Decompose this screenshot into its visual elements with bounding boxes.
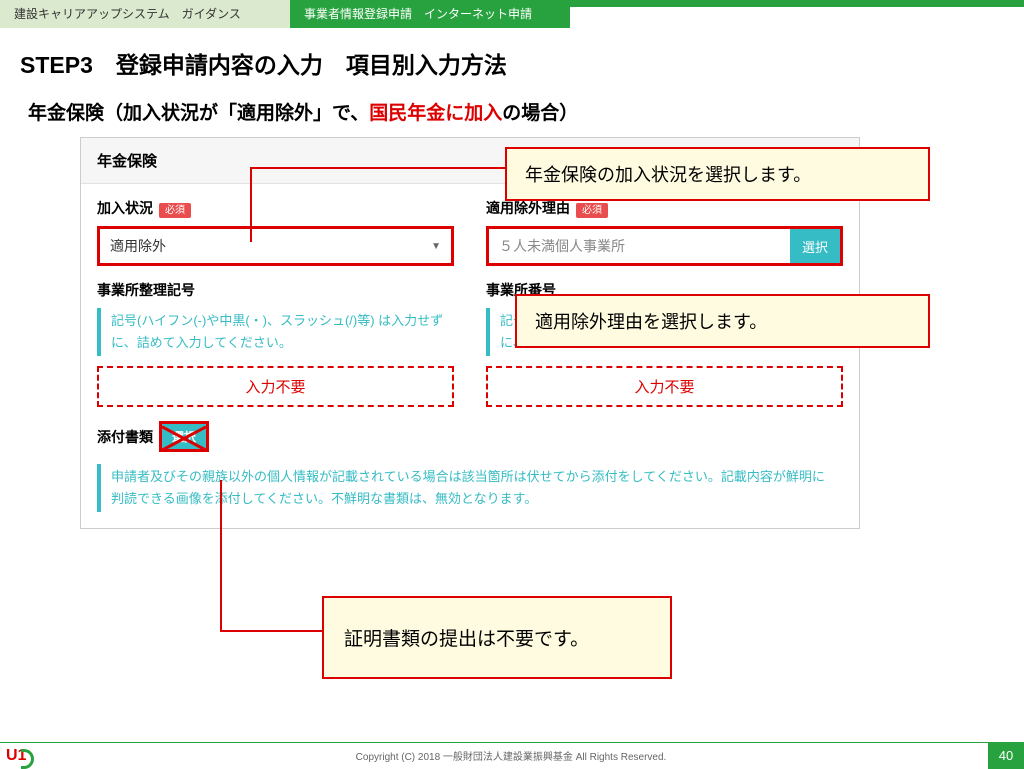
attachment-select-button-crossed: 選択: [159, 421, 209, 452]
required-badge: 必須: [576, 203, 608, 218]
not-needed-right: 入力不要: [486, 366, 843, 407]
connector-line: [250, 167, 252, 242]
required-badge: 必須: [159, 203, 191, 218]
chevron-down-icon: ▼: [431, 241, 441, 252]
step-title: STEP3 登録申請内容の入力 項目別入力方法: [0, 28, 1024, 90]
reason-select[interactable]: ５人未満個人事業所 選択: [486, 226, 843, 266]
callout-status: 年金保険の加入状況を選択します。: [505, 147, 930, 201]
header-stripe: [570, 0, 1024, 7]
status-label: 加入状況必須: [97, 198, 454, 218]
status-select[interactable]: 適用除外 ▼: [97, 226, 454, 266]
footer: U1 Copyright (C) 2018 一般財団法人建設業振興基金 All …: [0, 742, 1024, 768]
subtitle-red: 国民年金に加入: [369, 103, 502, 124]
callout-reason: 適用除外理由を選択します。: [515, 294, 930, 348]
connector-line: [220, 480, 222, 630]
not-needed-left: 入力不要: [97, 366, 454, 407]
connector-line: [250, 167, 506, 169]
subtitle: 年金保険（加入状況が「適用除外」で、国民年金に加入の場合）: [0, 90, 1024, 137]
subtitle-prefix: 年金保険（加入状況が「適用除外」で、: [28, 103, 369, 124]
page-number: 40: [988, 743, 1024, 769]
reason-label: 適用除外理由必須: [486, 198, 843, 218]
header-system-name: 建設キャリアアップシステム ガイダンス: [0, 0, 290, 28]
attachment-note: 申請者及びその親族以外の個人情報が記載されている場合は該当箇所は伏せてから添付を…: [97, 464, 843, 512]
logo-icon: U1: [6, 745, 34, 767]
subtitle-suffix: の場合）: [502, 103, 578, 124]
callout-attachment: 証明書類の提出は不要です。: [322, 596, 672, 679]
copyright: Copyright (C) 2018 一般財団法人建設業振興基金 All Rig…: [34, 748, 988, 763]
workplace-code-label: 事業所整理記号: [97, 280, 454, 300]
status-value: 適用除外: [110, 236, 166, 256]
header-page-name: 事業者情報登録申請 インターネット申請: [290, 0, 570, 28]
reason-placeholder: ５人未満個人事業所: [499, 236, 625, 256]
attachment-label: 添付書類 選択: [97, 421, 843, 452]
connector-line: [220, 630, 323, 632]
workplace-code-note: 記号(ハイフン(-)や中黒(・)、スラッシュ(/)等) は入力せずに、詰めて入力…: [97, 308, 454, 356]
reason-select-button[interactable]: 選択: [790, 229, 840, 263]
header: 建設キャリアアップシステム ガイダンス 事業者情報登録申請 インターネット申請: [0, 0, 1024, 28]
